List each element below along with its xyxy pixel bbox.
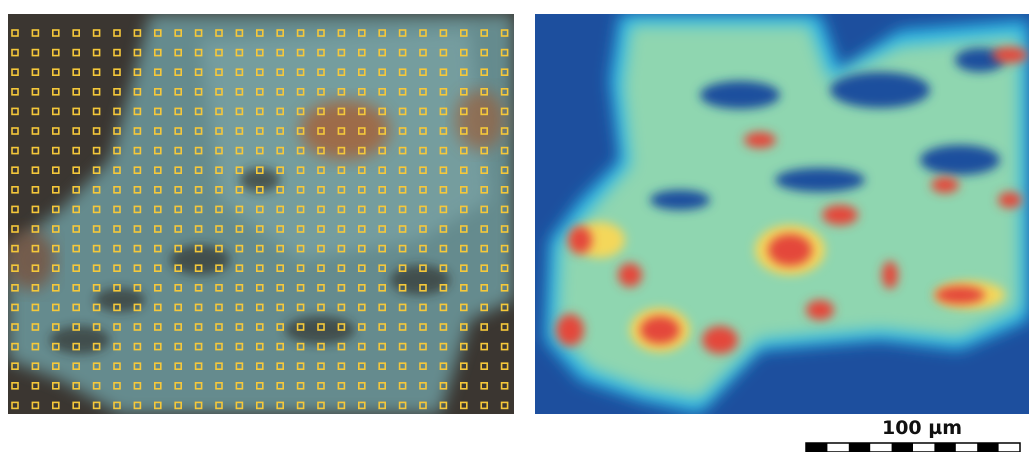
optical-image xyxy=(5,14,514,414)
scale-segment xyxy=(977,443,998,452)
scale-label: 100 µm xyxy=(882,417,962,439)
scale-segment xyxy=(934,443,955,452)
scale-segment xyxy=(806,443,827,452)
heatmap-image xyxy=(535,14,1029,414)
scale-segment xyxy=(892,443,913,452)
scale-segments xyxy=(806,443,1020,452)
scale-bar: 100 µm xyxy=(806,417,1020,452)
figure: 100 µm xyxy=(0,0,1029,452)
scale-segment xyxy=(849,443,870,452)
